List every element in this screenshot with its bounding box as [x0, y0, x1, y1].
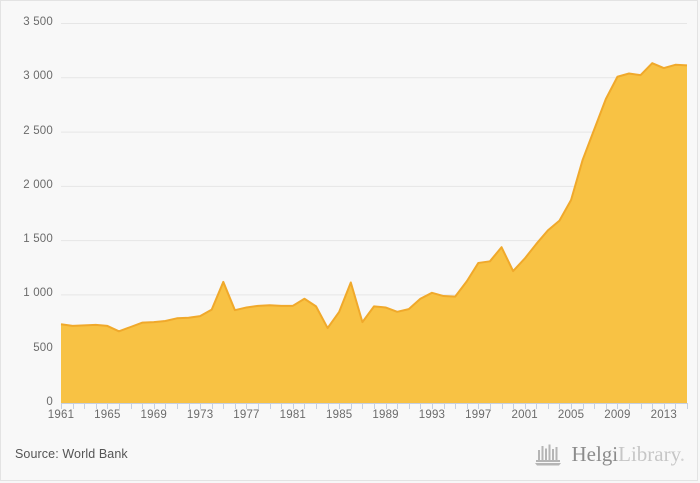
x-axis-tick-label: 1969 [140, 409, 167, 421]
source-note: Source: World Bank [15, 447, 128, 461]
x-axis-tick-label: 1981 [279, 409, 307, 421]
chart-footer: Source: World Bank HelgiLibrary. [1, 434, 699, 480]
x-axis-tick-label: 2013 [650, 409, 678, 421]
y-axis-tick-label: 0 [46, 396, 53, 408]
area-chart-svg[interactable] [1, 1, 699, 436]
x-axis-tick-label: 1989 [372, 409, 399, 421]
y-axis-tick-label: 3 500 [23, 16, 53, 28]
area-series-line [60, 62, 688, 333]
x-axis-tick-label: 1961 [47, 409, 75, 421]
y-axis-tick-label: 1 500 [23, 233, 53, 246]
x-axis-tick-label: 2001 [511, 409, 538, 421]
x-axis-tick-label: 1997 [465, 409, 492, 421]
brand-logo[interactable]: HelgiLibrary. [534, 442, 685, 466]
chart-plot-area: 0 500 1 000 1 500 2 000 2 500 3 000 3 500 1961 1… [1, 1, 699, 436]
y-axis-tick-label: 1 000 [23, 287, 53, 300]
y-axis-tick-label: 2 500 [23, 124, 53, 137]
x-axis-tick-label: 1973 [186, 409, 214, 421]
y-axis-tick-label: 2 000 [23, 178, 53, 191]
x-axis-labels: 1961 1965 1969 1973 1977 1981 1985 1989 1993 1997… [1, 409, 699, 432]
y-axis-tick-label: 500 [33, 341, 53, 354]
x-axis-tick-label: 1985 [326, 409, 353, 421]
helgi-library-bars-icon [535, 444, 562, 466]
x-axis-tick-label: 1993 [418, 409, 446, 421]
x-axis-tick-label: 2005 [557, 409, 585, 421]
brand-word-dot: . [679, 441, 685, 466]
x-axis-tick-label: 2009 [604, 409, 631, 421]
brand-word-library: Library [618, 441, 680, 466]
brand-word-helgi: Helgi [571, 441, 619, 466]
brand-wordmark: HelgiLibrary. [571, 441, 685, 466]
area-series-fill [61, 63, 687, 404]
y-axis-tick-label: 3 000 [23, 70, 53, 83]
y-axis-labels: 0 500 1 000 1 500 2 000 2 500 3 000 3 500 [1, 1, 53, 436]
x-axis-tick-label: 1965 [94, 409, 121, 421]
x-axis-tick-label: 1977 [233, 409, 260, 421]
